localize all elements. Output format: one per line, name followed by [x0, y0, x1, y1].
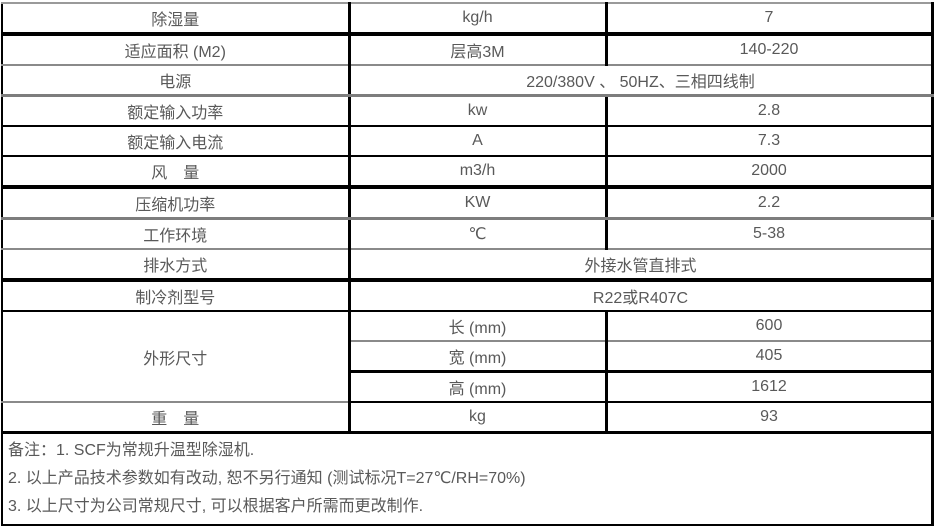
spec-unit-cell: 层高3M [347, 33, 607, 66]
spec-label-cell: 风 量 [1, 155, 350, 189]
spec-value-cell: R22或R407C [347, 279, 934, 312]
spec-label-cell: 压缩机功率 [1, 186, 350, 220]
spec-value-cell: 2.2 [604, 186, 934, 220]
spec-label-cell: 适应面积 (M2) [1, 33, 350, 66]
spec-value-cell: 405 [604, 340, 934, 373]
spec-unit-cell: kw [347, 94, 607, 127]
spec-value-cell: 7 [604, 2, 934, 36]
spec-value-cell: 5-38 [604, 217, 934, 250]
note-line: 2. 以上产品技术参数如有改动, 恕不另行通知 (测试标况T=27℃/RH=70… [8, 470, 526, 487]
spec-unit-cell: kg [347, 401, 607, 434]
spec-value-cell: 220/380V 、 50HZ、三相四线制 [347, 64, 934, 97]
spec-value-cell: 2.8 [604, 94, 934, 127]
table-row-dimensions-length: 外形尺寸 长 (mm) 600 [1, 310, 934, 403]
spec-value-cell: 2000 [604, 155, 934, 189]
spec-unit-cell: KW [347, 186, 607, 220]
spec-label-cell: 电源 [1, 64, 350, 97]
spec-label-cell: 额定输入功率 [1, 94, 350, 127]
spec-label-cell: 重 量 [1, 401, 350, 434]
spec-value-cell: 140-220 [604, 33, 934, 66]
spec-unit-cell: A [347, 125, 607, 157]
spec-label-cell: 工作环境 [1, 217, 350, 250]
table-row-rated-input-power: 额定输入功率 kw 2.8 [1, 94, 934, 127]
spec-unit-cell: m3/h [347, 155, 607, 189]
table-row-working-environment: 工作环境 ℃ 5-38 [1, 217, 934, 250]
table-row-power-supply: 电源 220/380V 、 50HZ、三相四线制 [1, 64, 934, 97]
spec-value-cell: 外接水管直排式 [347, 248, 934, 282]
spec-label-cell: 除湿量 [1, 2, 350, 36]
note-line: 3. 以上尺寸为公司常规尺寸, 可以根据客户所需而更改制作. [8, 498, 424, 515]
spec-value-cell: 600 [604, 310, 934, 342]
spec-value-cell: 93 [604, 401, 934, 434]
spec-value-cell: 7.3 [604, 125, 934, 157]
spec-label-cell: 排水方式 [1, 248, 350, 282]
spec-unit-cell: 宽 (mm) [347, 340, 607, 373]
table-row-compressor-power: 压缩机功率 KW 2.2 [1, 186, 934, 220]
spec-label-cell: 外形尺寸 [1, 310, 350, 403]
note-line: 备注：1. SCF为常规升温型除湿机. [8, 442, 255, 459]
notes-cell: 备注：1. SCF为常规升温型除湿机. 2. 以上产品技术参数如有改动, 恕不另… [1, 431, 934, 526]
table-row-refrigerant-type: 制冷剂型号 R22或R407C [1, 279, 934, 312]
table-row-drainage-method: 排水方式 外接水管直排式 [1, 248, 934, 282]
spec-unit-cell: 长 (mm) [347, 310, 607, 342]
table-row-dimensions-width: 宽 (mm) 405 [2, 340, 934, 373]
spec-unit-cell: kg/h [347, 2, 607, 36]
table-row-dehumidifying-capacity: 除湿量 kg/h 7 [1, 2, 934, 36]
table-row-weight: 重 量 kg 93 [1, 401, 934, 434]
table-row-air-volume: 风 量 m3/h 2000 [1, 155, 934, 189]
spec-unit-cell: ℃ [347, 217, 607, 250]
spec-label-cell: 制冷剂型号 [1, 279, 350, 312]
table-row-rated-input-current: 额定输入电流 A 7.3 [1, 125, 934, 157]
table-row-coverage-area: 适应面积 (M2) 层高3M 140-220 [1, 33, 934, 66]
spec-value-cell: 1612 [604, 370, 934, 403]
spec-unit-cell: 高 (mm) [347, 370, 607, 403]
spec-label-cell: 额定输入电流 [1, 125, 350, 157]
table-row-notes: 备注：1. SCF为常规升温型除湿机. 2. 以上产品技术参数如有改动, 恕不另… [1, 431, 934, 526]
